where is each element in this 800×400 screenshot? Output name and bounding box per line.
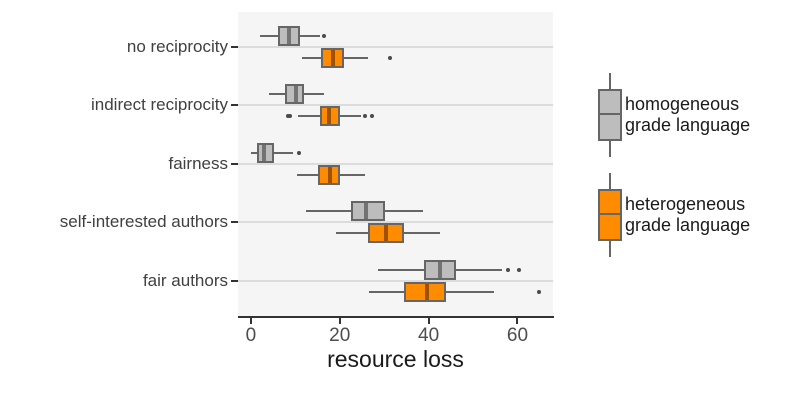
median-heterogeneous-self-interested-authors bbox=[383, 225, 388, 242]
category-label-fairness: fairness bbox=[168, 153, 228, 173]
x-tick-40 bbox=[427, 318, 430, 324]
median-heterogeneous-indirect-reciprocity bbox=[326, 108, 331, 125]
boxplot-key-icon bbox=[598, 73, 622, 157]
outlier-homogeneous-fair-authors bbox=[506, 267, 511, 272]
category-label-self-interested-authors: self-interested authors bbox=[59, 212, 228, 232]
median-heterogeneous-fair-authors bbox=[424, 283, 429, 300]
median-heterogeneous-fairness bbox=[327, 166, 332, 183]
outlier-heterogeneous-fair-authors bbox=[537, 289, 542, 294]
legend-item-homogeneous: homogeneous grade language bbox=[598, 73, 750, 157]
median-homogeneous-indirect-reciprocity bbox=[293, 86, 298, 103]
gridline-no-reciprocity bbox=[238, 46, 553, 48]
legend: homogeneous grade language heterogeneous… bbox=[598, 73, 750, 273]
x-axis-title: resource loss bbox=[327, 346, 464, 372]
median-homogeneous-no-reciprocity bbox=[286, 28, 291, 44]
y-tick-no-reciprocity bbox=[231, 46, 238, 48]
gridline-fair-authors bbox=[238, 279, 553, 282]
y-tick-fair-authors bbox=[231, 279, 238, 282]
outlier-heterogeneous-indirect-reciprocity bbox=[363, 114, 368, 119]
legend-label-heterogeneous: heterogeneous grade language bbox=[625, 194, 751, 235]
x-tick-label-0: 0 bbox=[245, 325, 257, 346]
outlier-homogeneous-fair-authors bbox=[517, 267, 522, 272]
key-median-line bbox=[598, 213, 622, 215]
outlier-homogeneous-fairness bbox=[297, 150, 302, 155]
outlier-heterogeneous-no-reciprocity bbox=[387, 56, 392, 60]
x-tick-0 bbox=[249, 318, 252, 324]
key-box-gray bbox=[598, 89, 622, 141]
gridline-fairness bbox=[238, 162, 553, 165]
x-tick-60 bbox=[516, 318, 519, 324]
median-homogeneous-fairness bbox=[261, 144, 266, 161]
outlier-homogeneous-no-reciprocity bbox=[322, 34, 327, 38]
gridline-indirect-reciprocity bbox=[238, 104, 553, 107]
median-homogeneous-fair-authors bbox=[437, 261, 442, 278]
x-axis-line bbox=[238, 316, 554, 318]
y-tick-self-interested-authors bbox=[231, 221, 238, 224]
key-box-orange bbox=[598, 189, 622, 241]
boxplot-key-icon bbox=[598, 173, 622, 257]
median-heterogeneous-no-reciprocity bbox=[331, 50, 336, 66]
legend-item-heterogeneous: heterogeneous grade language bbox=[598, 173, 750, 257]
key-median-line bbox=[598, 113, 622, 115]
outlier-heterogeneous-indirect-reciprocity bbox=[288, 114, 293, 119]
y-tick-fairness bbox=[231, 162, 238, 165]
x-tick-20 bbox=[338, 318, 341, 324]
outlier-heterogeneous-indirect-reciprocity bbox=[285, 114, 290, 119]
legend-label-homogeneous: homogeneous grade language bbox=[625, 94, 751, 135]
x-tick-label-20: 20 bbox=[329, 325, 351, 346]
y-tick-indirect-reciprocity bbox=[231, 104, 238, 107]
category-label-fair-authors: fair authors bbox=[142, 270, 228, 290]
category-label-no-reciprocity: no reciprocity bbox=[126, 37, 228, 56]
outlier-heterogeneous-indirect-reciprocity bbox=[370, 114, 375, 119]
category-label-indirect-reciprocity: indirect reciprocity bbox=[91, 95, 228, 115]
median-homogeneous-self-interested-authors bbox=[364, 203, 369, 220]
x-tick-label-60: 60 bbox=[506, 325, 529, 346]
x-tick-label-40: 40 bbox=[418, 325, 440, 346]
gridline-self-interested-authors bbox=[238, 221, 553, 224]
